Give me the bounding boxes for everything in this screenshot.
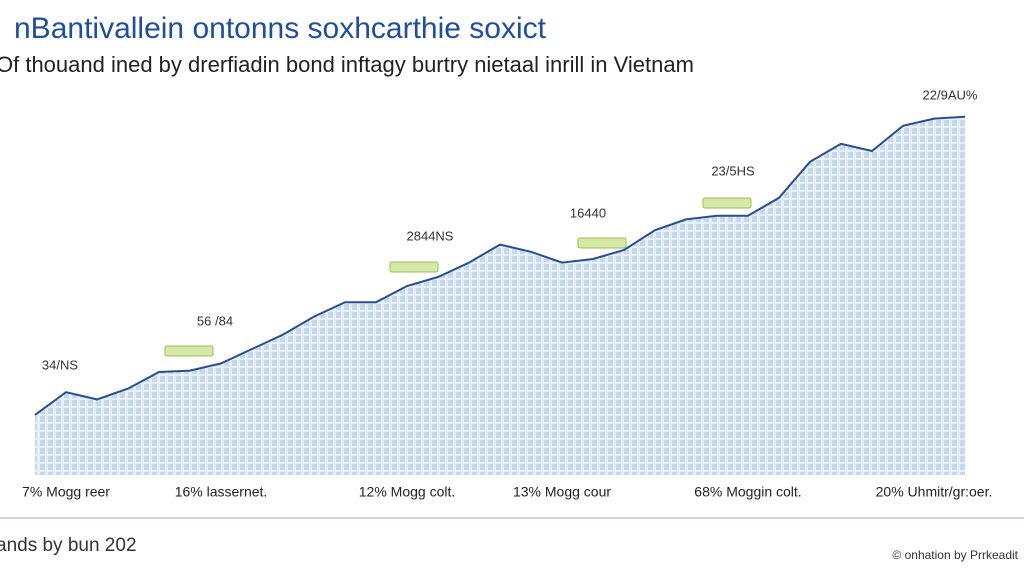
annotation: 16440 bbox=[570, 205, 606, 220]
annotation: 22/9AU% bbox=[923, 87, 978, 102]
x-tick-label: 13% Mogg cour bbox=[513, 484, 611, 500]
x-tick-label: 12% Mogg colt. bbox=[359, 484, 456, 500]
chart-subtitle: Of thouand ined by drerfiadin bond infta… bbox=[0, 52, 694, 77]
chart-title: nBantivallein ontonns soxhcarthie soxict bbox=[14, 12, 547, 45]
annotation: 2844NS bbox=[407, 228, 454, 243]
annotation-icon bbox=[577, 237, 627, 249]
area bbox=[35, 116, 965, 476]
source: © onhation by Prrkeadit bbox=[892, 548, 1018, 562]
x-tick-label: 68% Moggin colt. bbox=[694, 484, 801, 500]
footnote: ands by bun 202 bbox=[0, 535, 137, 556]
x-tick-label: 16% lassernet. bbox=[175, 484, 268, 500]
x-tick-label: 20% Uhmitr/gr:oer. bbox=[876, 484, 993, 500]
annotation-icon bbox=[702, 197, 752, 209]
annotation-icon bbox=[164, 345, 214, 357]
annotation: 56 /84 bbox=[197, 313, 233, 328]
x-tick-label: 7% Mogg reer bbox=[22, 484, 110, 500]
annotation-icon bbox=[389, 261, 439, 273]
line bbox=[34, 115, 966, 416]
annotation: 23/5HS bbox=[711, 163, 755, 178]
annotation: 34/NS bbox=[42, 357, 78, 372]
